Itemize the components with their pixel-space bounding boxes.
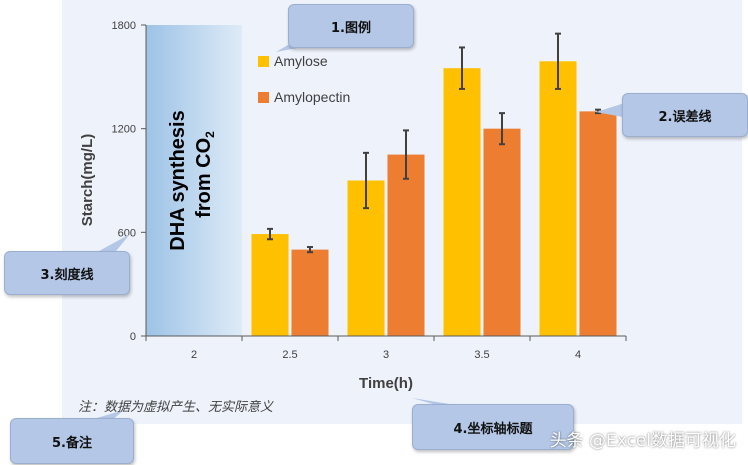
error-bar-amylose-3 (363, 151, 369, 210)
error-bar-amylose-4 (555, 32, 561, 90)
x-tick-label-3: 3 (383, 349, 389, 361)
callout-legend: 1.图例 (288, 4, 414, 48)
footnote: 注：数据为虚拟产生、无实际意义 (78, 400, 274, 415)
bar-amylose-3.5 (443, 68, 481, 336)
shaded-region-label-line2: from CO2 (193, 131, 217, 218)
error-bar-amylose-3.5 (459, 46, 465, 90)
error-bar-amylopectin-2.5 (307, 246, 313, 254)
legend-label-amylose: Amylose (274, 53, 328, 69)
callout-ticks: 3.刻度线 (4, 251, 130, 295)
bar-amylose-4 (539, 61, 577, 337)
y-tick-label-1800: 1800 (112, 20, 136, 32)
legend-label-amylopectin: Amylopectin (274, 89, 350, 105)
error-bar-amylose-2.5 (267, 227, 273, 241)
bar-amylopectin-4 (579, 111, 617, 336)
callout-axis-title: 4.坐标轴标题 (412, 404, 574, 450)
y-axis-title: Starch(mg/L) (79, 134, 96, 227)
y-tick-label-1200: 1200 (112, 124, 136, 136)
y-tick-label-0: 0 (130, 331, 136, 343)
dha-shaded-region (146, 25, 242, 336)
bar-amylopectin-3.5 (483, 128, 521, 336)
callout-note: 5.备注 (10, 418, 134, 464)
legend-swatch-amylopectin (258, 92, 269, 103)
x-tick-label-2: 2 (191, 349, 197, 361)
bar-amylose-2.5 (251, 234, 289, 336)
x-tick-label-4: 4 (575, 349, 581, 361)
y-tick-label-600: 600 (118, 227, 136, 239)
legend-swatch-amylose (258, 56, 269, 67)
error-bar-amylopectin-3 (403, 129, 409, 180)
x-axis-title: Time(h) (359, 375, 413, 392)
callout-pointer-note (90, 410, 124, 420)
x-tick-label-3.5: 3.5 (474, 349, 489, 361)
watermark: 头条 @Excel数据可视化 (549, 431, 736, 451)
callout-pointer-ticks (90, 234, 130, 256)
x-tick-label-2.5: 2.5 (282, 349, 297, 361)
error-bar-amylopectin-3.5 (499, 112, 505, 146)
bar-amylopectin-3 (387, 154, 425, 336)
callout-pointer-error-bars (596, 102, 628, 118)
shaded-region-label-line1: DHA synthesis (167, 110, 189, 250)
callout-error-bars: 2.误差线 (622, 93, 748, 137)
bar-amylopectin-2.5 (291, 249, 329, 336)
